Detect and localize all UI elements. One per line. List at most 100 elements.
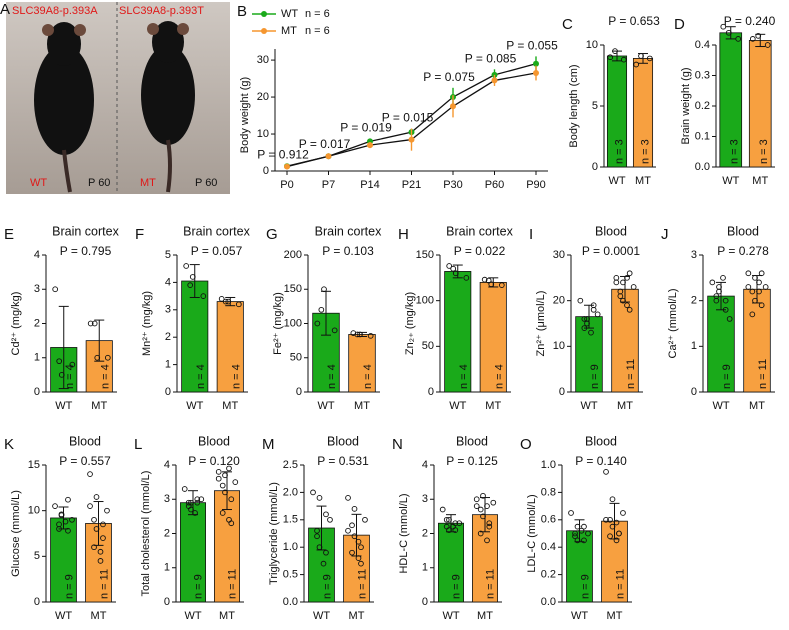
p-value: P = 0.103 (322, 244, 374, 258)
data-point (357, 331, 363, 338)
data-point (354, 331, 361, 338)
p-value: P = 0.120 (188, 454, 240, 468)
y-tick-label: 0.3 (695, 69, 710, 81)
p-value: P = 0.0001 (582, 244, 640, 258)
legend-marker (261, 11, 267, 17)
data-point (310, 489, 316, 496)
data-point (486, 520, 493, 527)
n-label: n = 3 (729, 139, 741, 164)
n-label: n = 11 (625, 359, 637, 389)
data-point (613, 279, 620, 286)
n-label: n = 9 (450, 574, 462, 599)
y-axis-label: Body weight (g) (239, 77, 251, 153)
y-tick-label: 200 (284, 249, 302, 261)
data-point (65, 527, 71, 534)
data-point (603, 469, 609, 475)
x-tick-label: MT (485, 400, 501, 412)
bar (50, 517, 77, 603)
data-point (603, 516, 609, 523)
panel-letter: K (4, 436, 14, 453)
point (325, 153, 332, 160)
data-point (443, 516, 450, 523)
data-point (745, 284, 752, 290)
point (533, 70, 539, 77)
n-label: n = 4 (230, 364, 242, 389)
data-point (456, 520, 463, 527)
x-tick-label: MT (91, 610, 107, 622)
data-point (367, 332, 374, 339)
bar (479, 281, 507, 393)
point (408, 136, 415, 143)
y-tick-label: 0 (296, 386, 302, 398)
data-point (87, 320, 94, 327)
data-point (725, 29, 732, 36)
p-value: P = 0.019 (340, 121, 392, 135)
x-tick-label: MT (91, 400, 107, 412)
n-label: n = 9 (721, 364, 733, 389)
n-label: n = 11 (356, 569, 368, 599)
y-tick-label: 4 (422, 459, 428, 471)
n-label: n = 11 (98, 569, 110, 599)
data-point (187, 282, 194, 288)
data-point (104, 354, 111, 361)
point (284, 163, 290, 170)
panel-title: Brain cortex (315, 224, 382, 238)
data-point (624, 302, 630, 309)
x-tick-label: WT (571, 610, 588, 622)
panel-title: Blood (69, 434, 101, 448)
data-point (93, 526, 100, 532)
data-point (351, 533, 358, 540)
data-point (581, 537, 587, 544)
bar (180, 502, 206, 603)
panel-title: Brain cortex (446, 224, 513, 238)
p-value: P = 0.531 (317, 454, 369, 468)
data-point (626, 306, 633, 313)
data-point (351, 505, 358, 512)
data-point (358, 560, 364, 567)
point (367, 142, 373, 149)
data-point (568, 510, 574, 516)
data-point (764, 42, 771, 48)
n-label: n = 3 (614, 139, 626, 164)
bar (348, 334, 376, 393)
p-value: P = 0.912 (257, 147, 309, 161)
panel-letter: G (266, 226, 278, 243)
y-tick-label: 0.8 (541, 486, 556, 498)
data-point (323, 511, 329, 518)
n-label: n = 4 (195, 364, 207, 389)
panel-letter: O (520, 436, 532, 453)
data-point (720, 274, 726, 281)
data-point (638, 53, 644, 59)
data-point (355, 538, 362, 545)
p-value: P = 0.085 (465, 52, 517, 66)
y-axis-label: HDL-C (mmol/L) (398, 493, 410, 573)
x-tick-label: MT (635, 175, 651, 187)
y-tick-label: 0.6 (541, 514, 556, 526)
data-point (192, 510, 198, 516)
photo-panel: A SLC39A8-p.393A SLC39A8-p.393T WT P 60 … (0, 1, 230, 194)
n-label: n = 4 (362, 364, 374, 389)
y-tick-label: 2 (34, 317, 40, 329)
data-point (215, 469, 222, 475)
x-tick-label: P7 (322, 179, 335, 191)
data-point (609, 496, 616, 503)
panel-letter: N (392, 436, 403, 453)
data-point (752, 297, 758, 304)
y-tick-label: 20 (257, 91, 269, 103)
y-tick-label: 10 (553, 340, 565, 352)
y-tick-label: 0.2 (695, 100, 710, 112)
data-point (484, 537, 490, 544)
y-axis-label: Zn²⁺ (μmol/L) (535, 291, 547, 357)
y-tick-label: 0.4 (695, 39, 710, 51)
n-label: n = 11 (226, 569, 238, 599)
data-point (713, 293, 720, 299)
p-value: P = 0.022 (454, 244, 506, 258)
data-point (577, 297, 584, 304)
age-label: P 60 (88, 177, 110, 189)
y-tick-label: 30 (553, 249, 565, 261)
y-tick-label: 30 (257, 54, 269, 66)
data-point (316, 495, 323, 501)
n-label: n = 4 (99, 364, 111, 389)
legend-label: WT (281, 8, 298, 20)
